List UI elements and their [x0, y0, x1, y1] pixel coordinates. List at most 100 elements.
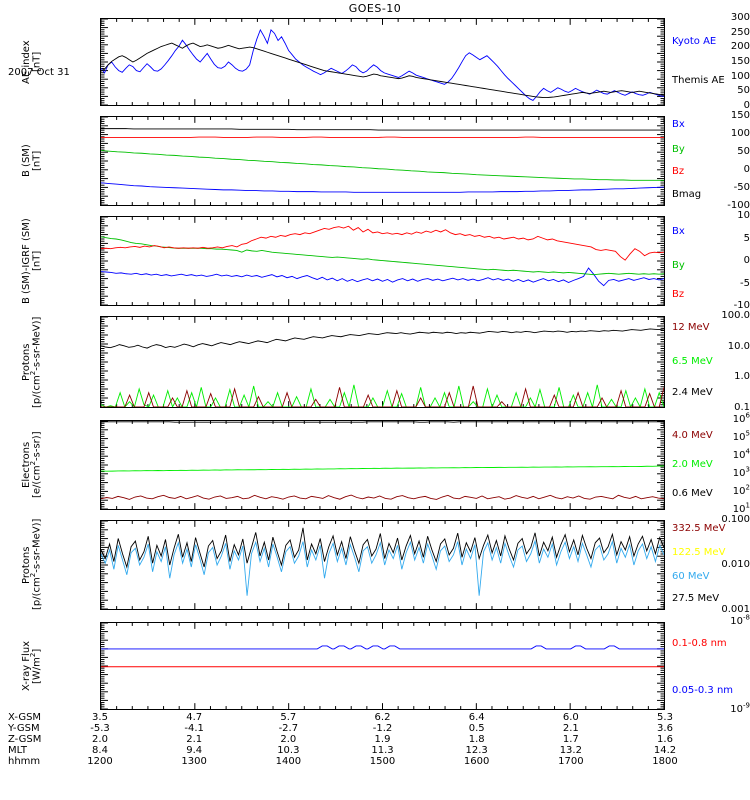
y-tick-label: 10-9	[730, 701, 750, 715]
x-axis-value: 12.3	[465, 745, 488, 756]
x-axis-row-y-gsm: Y-GSM -5.3 -4.1 -2.7 -1.2 0.5 2.1 3.6	[0, 723, 750, 734]
y-tick-label: 0.100	[721, 514, 750, 525]
legend-label: Themis AE	[672, 75, 725, 87]
x-axis-value: 5.3	[657, 712, 673, 723]
x-axis-value: 13.2	[559, 745, 582, 756]
y-tick-label: -10	[733, 300, 750, 311]
x-axis-value: 3.6	[657, 723, 673, 734]
legend-label: 12 MeV	[672, 321, 710, 333]
x-axis-value: 2.0	[92, 734, 108, 745]
series-bmag	[101, 129, 664, 130]
x-axis-label-table: X-GSM 3.5 4.7 5.7 6.2 6.4 6.0 5.3 Y-GSM -5.3 -4.1 -…	[0, 712, 750, 767]
series-bx	[101, 268, 664, 286]
legend-label: By	[672, 144, 685, 156]
legend-label: 60 MeV	[672, 570, 710, 582]
series-0-05-0-3-nm	[101, 646, 664, 649]
y-tick-label: 100	[730, 70, 750, 82]
x-axis-value: 1.9	[374, 734, 391, 745]
x-axis-value: 1500	[369, 756, 396, 767]
x-axis-value: 2.1	[562, 723, 579, 734]
y-axis-title-protons-low: Protons [p/(cm2-s-sr-MeV)]	[21, 316, 43, 408]
series-2-0-mev	[101, 466, 664, 471]
series-27-5-mev	[101, 528, 664, 567]
series-by	[101, 237, 664, 275]
y-tick-label: 10.0	[727, 340, 750, 352]
x-axis-value: 1400	[275, 756, 302, 767]
plot-area-protons-high	[101, 521, 664, 609]
y-tick-label: 10	[737, 210, 750, 221]
x-axis-value: 1700	[558, 756, 584, 767]
x-axis-value: 0.5	[468, 723, 485, 734]
x-axis-value: -5.3	[90, 723, 110, 734]
y-axis-title-b-sm-minus-igrf: B (SM)-IGRF (SM) [nT]	[21, 218, 43, 304]
x-axis-row-hhmm: hhmm 1200 1300 1400 1500 1600 1700 1800	[0, 756, 750, 767]
y-tick-label: 150	[730, 110, 750, 121]
y-tick-label: 250	[730, 26, 750, 38]
panel-b-sm	[100, 116, 665, 206]
y-axis-title-protons-high: Protons [p/(cm2-s-sr-MeV)]	[21, 518, 43, 610]
x-axis-row-label: X-GSM	[8, 712, 42, 723]
legend-label: 332.5 MeV	[672, 523, 726, 534]
x-axis-value: 6.4	[468, 712, 485, 723]
x-axis-value: -4.1	[184, 723, 204, 734]
y-tick-label: 102	[732, 483, 750, 497]
x-axis-value: 6.2	[374, 712, 391, 723]
panel-protons-high	[100, 520, 665, 610]
y-tick-label: 0.1	[734, 402, 750, 413]
legend-label: 0.1-0.8 nm	[672, 638, 727, 649]
y-tick-label: 106	[732, 411, 750, 425]
y-tick-label: 100.0	[721, 310, 750, 321]
legend-label: 0.05-0.3 nm	[672, 684, 734, 696]
y-tick-label: 0	[743, 100, 750, 111]
y-tick-label: 0	[743, 164, 750, 175]
legend-label: Bx	[672, 119, 685, 130]
y-tick-label: 150	[730, 56, 750, 67]
y-tick-label: -50	[733, 182, 750, 193]
y-tick-label: 10-8	[730, 613, 750, 627]
y-tick-label: 5	[743, 232, 750, 244]
series-4-0-mev	[101, 495, 664, 499]
x-axis-value: 6.0	[562, 712, 579, 723]
x-axis-row-label: Y-GSM	[8, 723, 40, 734]
y-tick-label: 103	[732, 465, 750, 479]
y-tick-label: 0.010	[721, 559, 750, 570]
plot-area-b-sm	[101, 117, 664, 205]
series-bx	[101, 183, 664, 193]
x-axis-value: 1.8	[468, 734, 485, 745]
y-tick-label: 100	[730, 128, 750, 139]
legend-label: 4.0 MeV	[672, 430, 713, 442]
series-kyoto-ae	[101, 30, 664, 101]
y-tick-label: 0.001	[721, 604, 750, 615]
plot-area-electrons	[101, 421, 664, 509]
date-stamp: 2007 Oct 31	[8, 67, 70, 78]
x-axis-row-x-gsm: X-GSM 3.5 4.7 5.7 6.2 6.4 6.0 5.3	[0, 712, 750, 723]
panel-protons-low	[100, 316, 665, 408]
x-axis-value: 1200	[87, 756, 113, 767]
panel-b-sm-minus-igrf	[100, 216, 665, 306]
y-tick-label: 105	[732, 429, 750, 443]
y-tick-label: 0	[743, 255, 750, 266]
x-axis-value: 11.3	[371, 745, 394, 756]
series-bz	[101, 226, 664, 260]
y-tick-label: 200	[730, 41, 750, 53]
y-tick-label: 50	[737, 85, 750, 97]
x-axis-value: 10.3	[277, 745, 300, 756]
plot-area-protons-low	[101, 317, 664, 407]
y-axis-title-ae-index: AE index [nT]	[21, 40, 43, 84]
page-title: GOES-10	[348, 2, 402, 15]
x-axis-value: 3.5	[92, 712, 108, 723]
legend-label: Bx	[672, 226, 685, 238]
series-60-mev	[101, 541, 664, 596]
x-axis-value: 1800	[652, 756, 678, 767]
y-axis-title-b-sm: B (SM) [nT]	[21, 144, 43, 178]
x-axis-value: 2.1	[186, 734, 203, 745]
panel-electrons	[100, 420, 665, 510]
legend-label: Bz	[672, 165, 685, 177]
x-axis-value: 9.4	[186, 745, 203, 756]
x-axis-row-label: MLT	[8, 745, 27, 756]
legend-label: 2.0 MeV	[672, 459, 713, 470]
series-by	[101, 150, 664, 180]
plot-area-b-sm-minus-igrf	[101, 217, 664, 305]
y-tick-label: 1.0	[734, 371, 750, 383]
